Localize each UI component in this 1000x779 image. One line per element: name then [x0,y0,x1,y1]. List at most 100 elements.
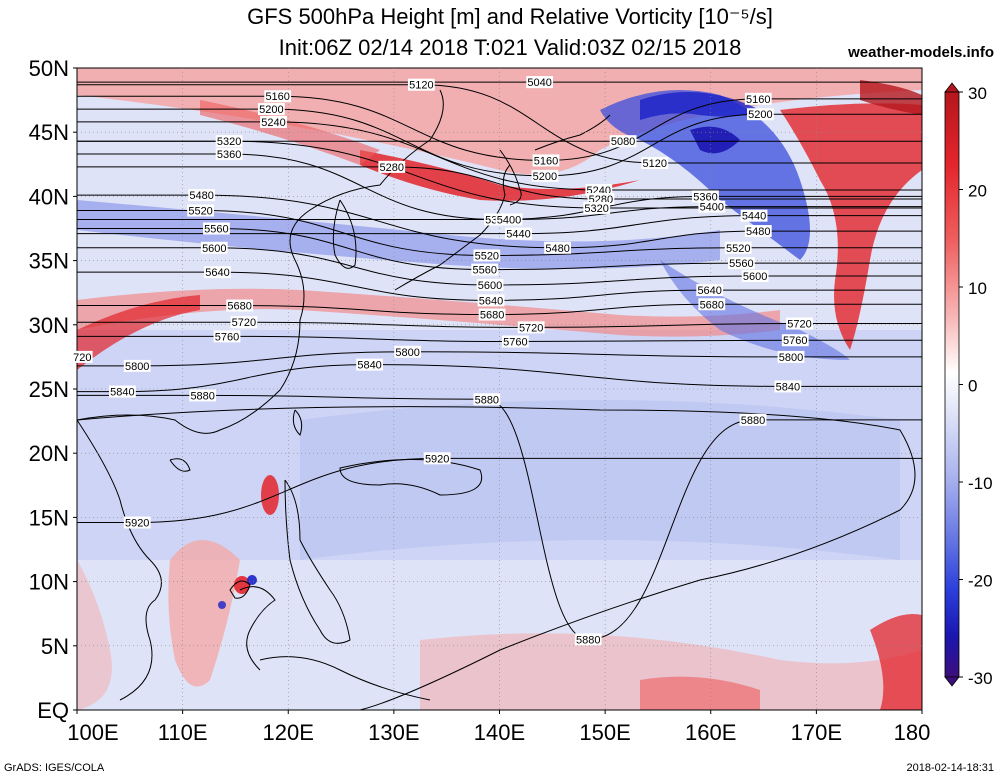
contour-label-bg [505,227,532,240]
height-contour [229,580,251,599]
contour-label: 5680 [700,299,724,311]
lat-label: EQ [37,698,69,723]
height-contour [77,121,922,191]
contour-label-bg [583,201,611,214]
contour-label-bg [739,413,767,426]
map-title-line1: GFS 500hPa Height [m] and Relative Vorti… [247,4,773,29]
contour-label: 5800 [125,361,149,373]
contour-label: 5640 [479,295,503,307]
contour-label-bg [200,241,228,254]
contour-label: 5200 [533,171,557,183]
contour-label: 5160 [746,94,770,106]
contour-label: 5760 [215,331,239,343]
contour-label-bg [786,317,813,330]
contour-labels: 5120 504051605200524053205360528051605200… [71,76,813,646]
contour-label: 5880 [190,390,214,402]
contour-label: 5880 [741,415,765,427]
contour-label: 5480 [545,243,569,255]
contour-label: 5200 [748,109,772,121]
contour-label-bg [213,330,241,343]
contour-label: 5560 [472,265,496,277]
lat-label: 40N [29,184,69,209]
contour-label: 5720 [232,317,256,329]
contour-label: 5440 [506,229,530,241]
contour-label: 5520 [726,243,750,255]
contour-label-bg [215,148,243,161]
contour-label: 5360 [693,191,717,203]
contour-label-bg [698,200,726,213]
colorbar-label: -30 [968,669,993,688]
lat-label: 50N [29,56,69,81]
contour-label: 5120 [643,158,667,170]
colorbar-label: 20 [968,182,987,201]
contour-label-bg [740,209,768,222]
contour-label: 5320 [584,203,608,215]
colorbar-label: 0 [968,377,977,396]
contour-label: 5400 [700,202,724,214]
contour-label: 5040 [527,77,551,89]
contour-label-bg [532,154,560,167]
contour-label: 5840 [776,381,800,393]
contour-label-bg [774,380,802,393]
contour-label: 5360 [217,149,241,161]
contour-label: 5720 [787,319,811,331]
contour-label: 5160 [534,155,558,167]
contour-label: 5480 [189,190,213,202]
lon-label: 160E [685,720,736,745]
contour-label: 5600 [478,280,502,292]
contour-label: 5840 [110,387,134,399]
latitude-labels: 50N 45N 40N 35N 30N 25N 20N 15N 10N 5N EQ [29,56,77,723]
colorbar-top-arrow [944,82,960,93]
lon-label: 140E [474,720,525,745]
lon-label: 110E [158,720,208,745]
height-contour [77,206,922,221]
contour-label: 5520 [188,206,212,218]
contour-label-bg [744,225,772,238]
contour-label-bg [495,213,523,226]
contour-label: 5200 [259,104,283,116]
contour-label-bg [741,270,769,283]
contour-label: 5320 [217,136,241,148]
contour-label: 5680 [227,301,251,313]
contour-label: 5480 [746,226,770,238]
lon-label: 170E [791,720,842,745]
contour-label-bg [407,78,435,91]
contour-label-bg [477,294,505,307]
contour-label-bg [264,90,292,103]
contour-label: 5400 [497,215,521,227]
colorbar-label: 10 [968,279,987,298]
lon-label: 150E [579,720,630,745]
contour-label: 5520 [475,250,499,262]
contour-label-bg [473,393,501,406]
contour-label-bg [478,308,506,321]
contour-label: 5600 [202,243,226,255]
footer-timestamp: 2018-02-14-18:31 [906,762,994,774]
contour-label: 5880 [576,634,600,646]
contour-label-bg [609,135,637,148]
contour-label: 5120 [409,80,433,92]
lon-label: 120E [263,720,314,745]
vorticity-shading [77,68,922,710]
colorbar: 30 20 10 0 -10 -20 -30 [944,82,993,688]
contour-label: 5640 [205,267,229,279]
lat-label: 25N [29,377,69,402]
contour-label-bg [188,189,216,202]
height-contour [77,215,922,235]
contour-label-bg [109,385,136,398]
lon-label: 180 [894,720,931,745]
height-contour [77,95,922,161]
site-watermark: weather-models.info [848,44,994,61]
colorbar-label: 30 [968,84,987,103]
lat-label: 20N [29,441,69,466]
map-title-line2: Init:06Z 02/14 2018 T:021 Valid:03Z 02/1… [278,35,742,60]
contour-label: 5920 [425,453,449,465]
height-contour [77,166,922,200]
contour-label-bg [215,135,243,148]
contour-label-bg [692,190,719,203]
contour-label: 5720 [519,322,543,334]
contour-label: 5160 [265,91,289,103]
contour-label-bg [641,157,669,170]
contour-label-bg [781,334,809,347]
lon-label: 100E [67,720,118,745]
